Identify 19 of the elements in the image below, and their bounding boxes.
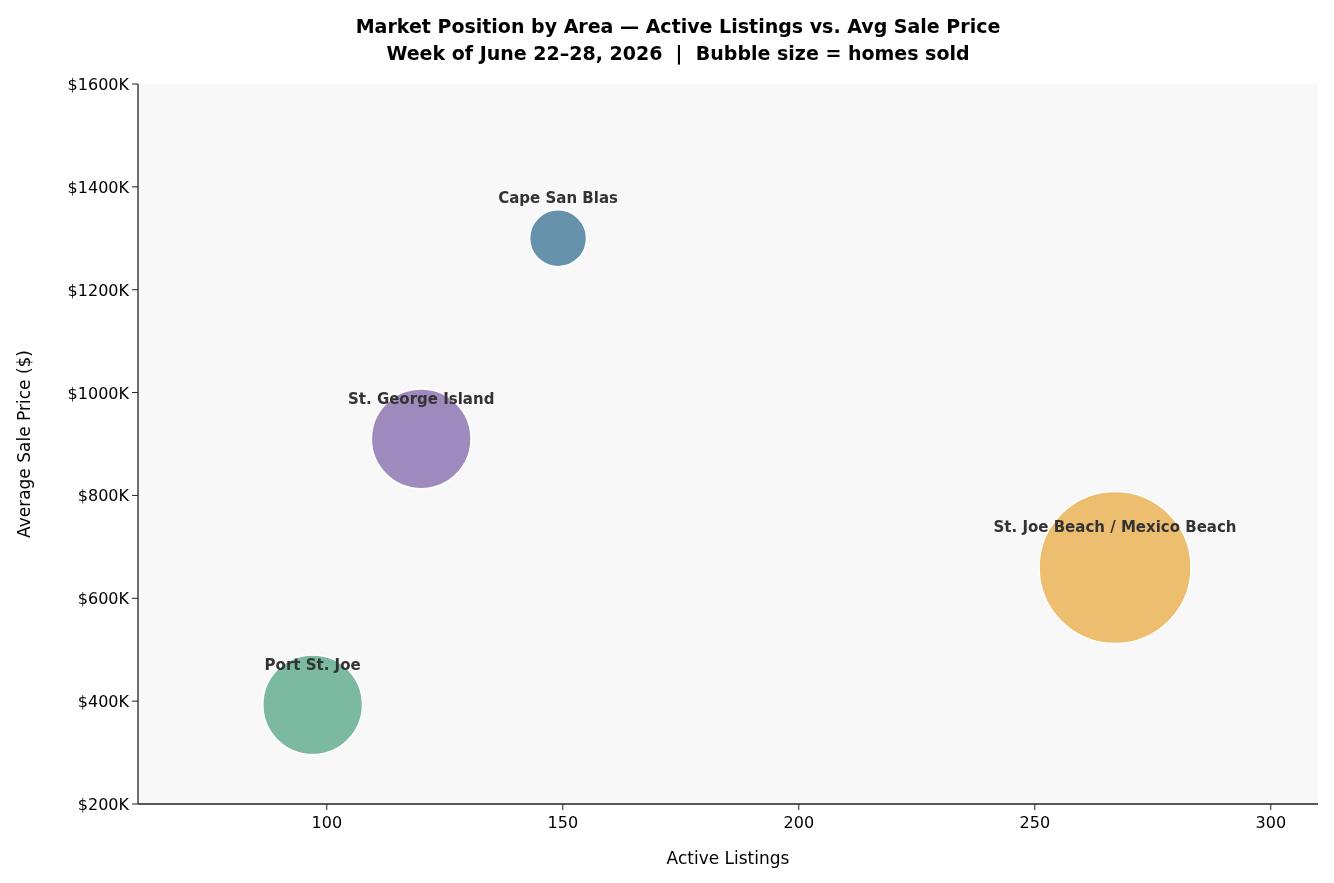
y-tick-label: $1000K [67,383,130,403]
x-axis-title: Active Listings [666,848,790,868]
x-tick-label: 250 [1019,813,1051,832]
series-label: Cape San Blas [498,189,619,208]
x-tick-label: 150 [547,813,579,832]
y-tick-label: $400K [77,692,130,712]
y-tick-label: $1400K [67,177,130,197]
y-tick-label: $1200K [67,280,130,300]
y-tick-label: $200K [77,795,130,814]
series-label: St. Joe Beach / Mexico Beach [993,518,1237,537]
y-tick-label: $1600K [67,75,130,94]
x-tick-label: 100 [311,813,343,832]
x-tick-label: 200 [783,813,815,832]
x-tick-label: 300 [1255,813,1287,832]
chart-title: Market Position by Area — Active Listings vs. Avg Sale Price [355,15,1001,37]
y-tick-label: $800K [77,486,130,506]
chart-subtitle: Week of June 22–28, 2026 | Bubble size = homes sold [386,42,970,65]
y-tick-label: $600K [77,589,130,609]
y-axis-title: Average Sale Price ($) [14,350,34,538]
